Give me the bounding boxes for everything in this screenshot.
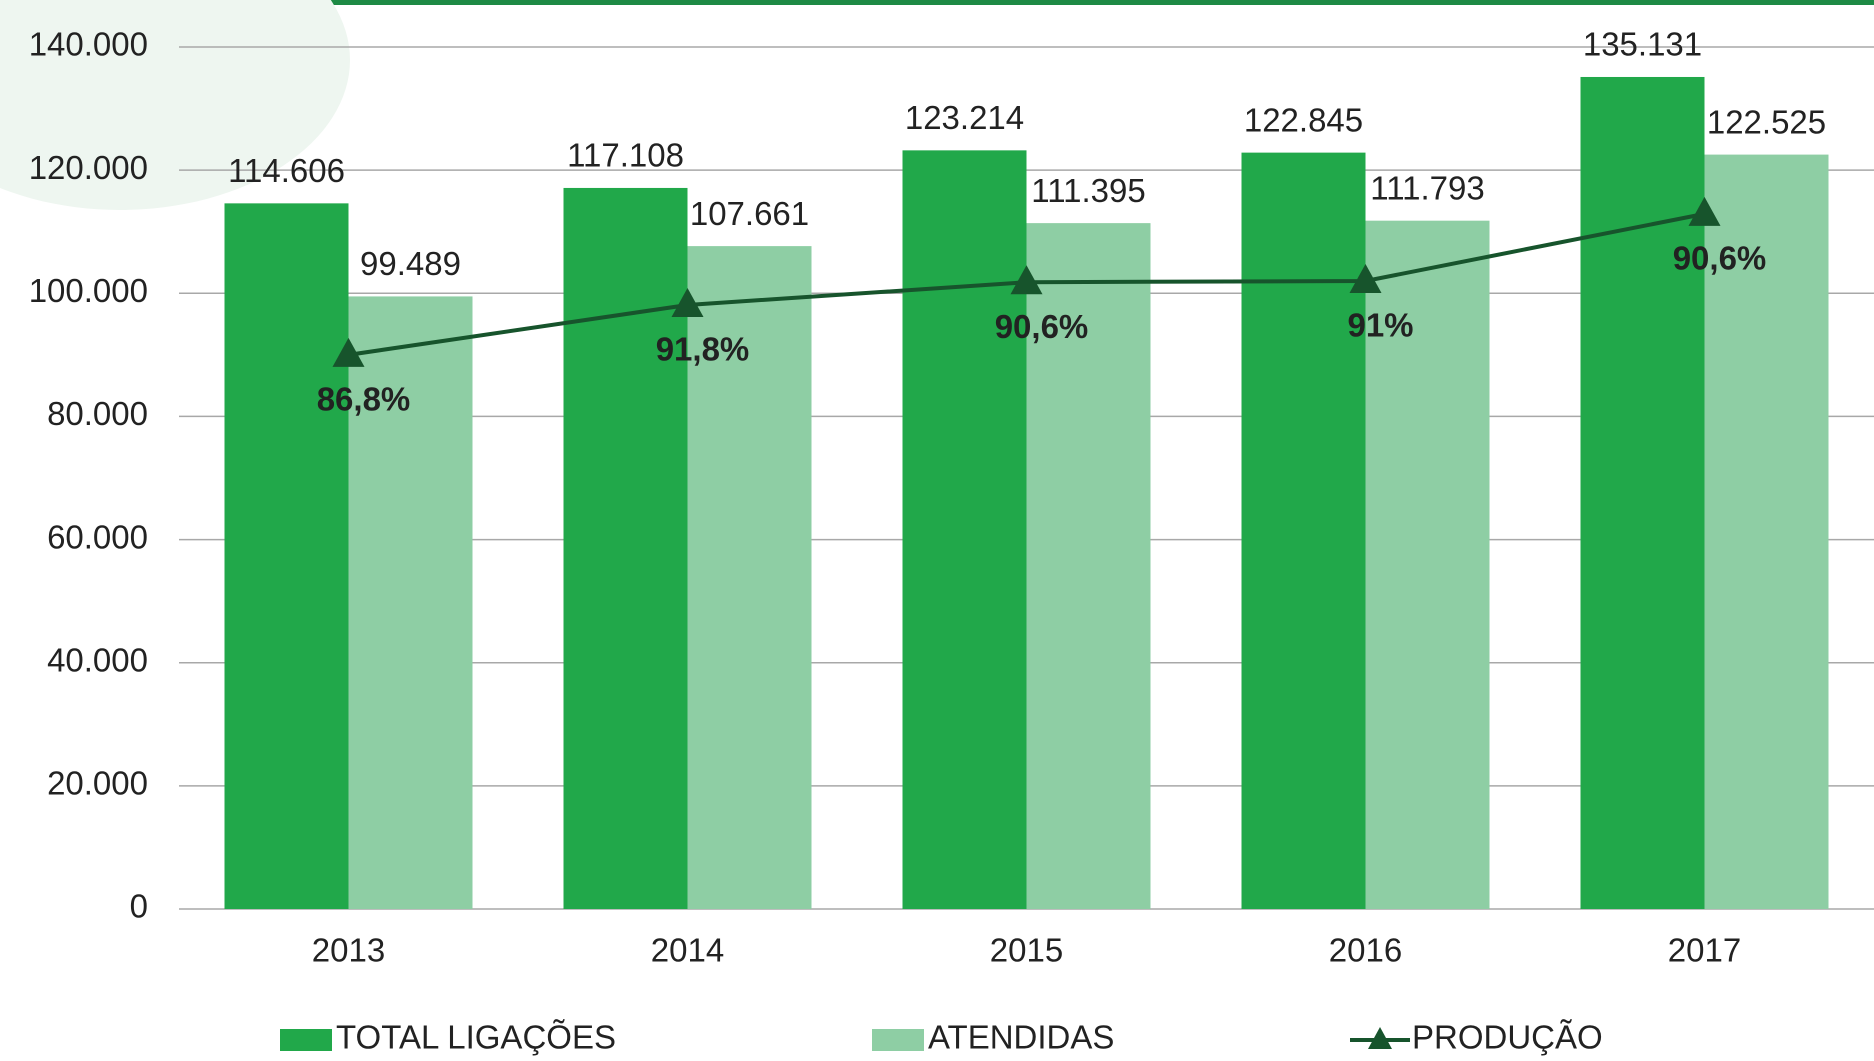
y-tick-label: 20.000 <box>47 765 148 802</box>
y-tick-label: 0 <box>130 888 148 925</box>
legend-label: ATENDIDAS <box>928 1019 1114 1056</box>
bar <box>1581 77 1705 909</box>
chart: 0 20.000 40.000 60.000 80.000 100.000 120.000 1… <box>0 0 1874 1061</box>
y-tick-label: 60.000 <box>47 518 148 555</box>
legend-label: PRODUÇÃO <box>1412 1019 1603 1056</box>
legend-swatch <box>872 1029 924 1051</box>
value-label: 114.606 <box>228 152 345 189</box>
value-label: 122.525 <box>1707 103 1826 140</box>
bar <box>903 150 1027 909</box>
value-label: 123.214 <box>905 99 1024 136</box>
line-annotation: 90,6% <box>995 308 1089 345</box>
x-tick-label: 2014 <box>651 932 724 969</box>
value-label: 107.661 <box>690 195 809 232</box>
line-annotation: 91,8% <box>656 331 750 368</box>
y-tick-label: 40.000 <box>47 641 148 678</box>
value-label: 122.845 <box>1244 101 1363 138</box>
y-tick-label: 80.000 <box>47 395 148 432</box>
legend-swatch <box>280 1029 332 1051</box>
bar <box>564 188 688 909</box>
line-annotation: 86,8% <box>317 381 411 418</box>
x-tick-label: 2017 <box>1668 932 1741 969</box>
x-tick-label: 2013 <box>312 932 385 969</box>
y-tick-label: 140.000 <box>29 26 148 63</box>
value-label: 99.489 <box>360 245 461 282</box>
x-tick-label: 2016 <box>1329 932 1402 969</box>
value-label: 135.131 <box>1583 26 1702 63</box>
y-tick-label: 100.000 <box>29 272 148 309</box>
legend-label: TOTAL LIGAÇÕES <box>336 1019 616 1056</box>
y-tick-label: 120.000 <box>29 149 148 186</box>
value-label: 117.108 <box>567 137 684 174</box>
bar <box>225 203 349 909</box>
x-tick-label: 2015 <box>990 932 1063 969</box>
line-annotation: 91% <box>1347 307 1413 344</box>
value-label: 111.793 <box>1370 169 1484 206</box>
bar <box>1242 153 1366 909</box>
value-label: 111.395 <box>1031 172 1145 209</box>
line-annotation: 90,6% <box>1673 240 1767 277</box>
